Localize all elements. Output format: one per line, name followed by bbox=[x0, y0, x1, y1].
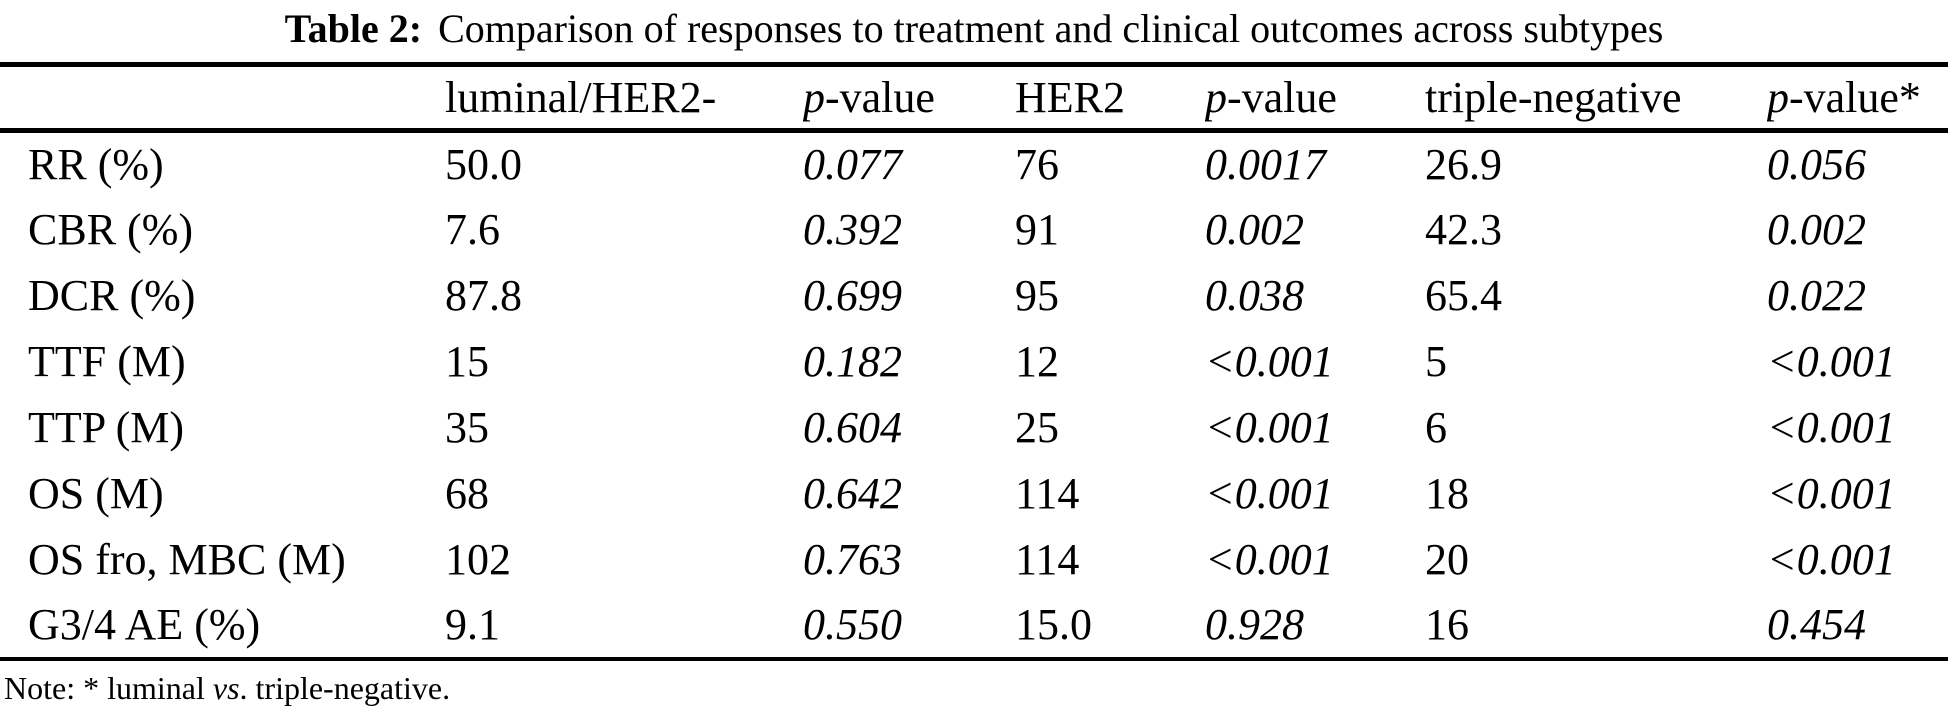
cell-p-value-2: 0.0017 bbox=[1205, 140, 1326, 190]
row-label: DCR (%) bbox=[28, 271, 196, 320]
cell-p-value-2: <0.001 bbox=[1205, 337, 1334, 386]
cell-p-value-3: <0.001 bbox=[1767, 469, 1896, 518]
footnote-suffix: . triple-negative. bbox=[239, 669, 451, 706]
cell-luminal-her2neg: 68 bbox=[445, 469, 489, 518]
cell-triple-negative: 65.4 bbox=[1425, 271, 1502, 320]
row-label: G3/4 AE (%) bbox=[28, 600, 261, 649]
table-title-text: Comparison of responses to treatment and… bbox=[438, 6, 1664, 51]
cell-p-value-2: 0.002 bbox=[1205, 205, 1304, 254]
row-label: TTF (M) bbox=[28, 337, 186, 386]
footnote-vs: vs bbox=[212, 669, 240, 706]
table-title: Table 2: Comparison of responses to treat… bbox=[0, 0, 1948, 62]
header-p-rest-3: -value* bbox=[1789, 73, 1921, 122]
cell-p-value-1: 0.763 bbox=[803, 535, 902, 584]
header-row: luminal/HER2- p-value HER2 p-value tripl… bbox=[0, 65, 1948, 131]
cell-p-value-3: <0.001 bbox=[1767, 403, 1896, 452]
header-p-rest-2: -value bbox=[1227, 73, 1337, 122]
cell-luminal-her2neg: 35 bbox=[445, 403, 489, 452]
cell-p-value-3: 0.056 bbox=[1767, 140, 1866, 190]
table-row: CBR (%) 7.6 0.392 91 0.002 42.3 0.002 bbox=[0, 197, 1948, 263]
cell-p-value-3: <0.001 bbox=[1767, 337, 1896, 386]
table-row: DCR (%) 87.8 0.699 95 0.038 65.4 0.022 bbox=[0, 263, 1948, 329]
outcomes-table: luminal/HER2- p-value HER2 p-value tripl… bbox=[0, 62, 1948, 661]
cell-luminal-her2neg: 102 bbox=[445, 535, 511, 584]
table-row: G3/4 AE (%) 9.1 0.550 15.0 0.928 16 0.45… bbox=[0, 593, 1948, 659]
cell-triple-negative: 26.9 bbox=[1425, 140, 1502, 190]
row-label: RR (%) bbox=[28, 140, 164, 190]
cell-her2: 114 bbox=[1015, 469, 1080, 518]
row-label: OS fro, MBC (M) bbox=[28, 535, 346, 584]
cell-triple-negative: 5 bbox=[1425, 337, 1447, 386]
cell-luminal-her2neg: 15 bbox=[445, 337, 489, 386]
cell-p-value-3: 0.002 bbox=[1767, 205, 1866, 254]
cell-triple-negative: 16 bbox=[1425, 600, 1469, 649]
header-luminal-her2neg: luminal/HER2- bbox=[445, 73, 717, 122]
cell-p-value-1: 0.642 bbox=[803, 469, 902, 518]
cell-p-value-2: 0.038 bbox=[1205, 271, 1304, 320]
cell-luminal-her2neg: 9.1 bbox=[445, 600, 500, 649]
cell-p-value-2: 0.928 bbox=[1205, 600, 1304, 649]
header-triple-negative: triple-negative bbox=[1425, 73, 1682, 122]
cell-her2: 91 bbox=[1015, 205, 1059, 254]
cell-her2: 12 bbox=[1015, 337, 1059, 386]
table-row: TTP (M) 35 0.604 25 <0.001 6 <0.001 bbox=[0, 395, 1948, 461]
footnote-prefix: Note: * luminal bbox=[4, 669, 213, 706]
cell-p-value-1: 0.182 bbox=[803, 337, 902, 386]
cell-p-value-1: 0.077 bbox=[803, 140, 902, 190]
cell-triple-negative: 20 bbox=[1425, 535, 1469, 584]
header-empty bbox=[0, 65, 445, 131]
row-label: OS (M) bbox=[28, 469, 164, 518]
table-row: OS (M) 68 0.642 114 <0.001 18 <0.001 bbox=[0, 461, 1948, 527]
cell-p-value-1: 0.550 bbox=[803, 600, 902, 649]
cell-p-value-2: <0.001 bbox=[1205, 403, 1334, 452]
cell-p-value-1: 0.699 bbox=[803, 271, 902, 320]
row-label: TTP (M) bbox=[28, 403, 185, 452]
cell-p-value-3: 0.454 bbox=[1767, 600, 1866, 649]
cell-her2: 25 bbox=[1015, 403, 1059, 452]
cell-p-value-1: 0.392 bbox=[803, 205, 902, 254]
header-p-italic-1: p bbox=[803, 73, 825, 122]
header-p-value-1: p-value bbox=[803, 65, 1015, 131]
cell-triple-negative: 18 bbox=[1425, 469, 1469, 518]
table-row: TTF (M) 15 0.182 12 <0.001 5 <0.001 bbox=[0, 329, 1948, 395]
table-title-number: Table 2: bbox=[284, 6, 423, 51]
cell-her2: 76 bbox=[1015, 140, 1059, 190]
cell-her2: 95 bbox=[1015, 271, 1059, 320]
table-row: OS fro, MBC (M) 102 0.763 114 <0.001 20 … bbox=[0, 527, 1948, 593]
cell-triple-negative: 6 bbox=[1425, 403, 1447, 452]
cell-luminal-her2neg: 87.8 bbox=[445, 271, 522, 320]
cell-p-value-3: <0.001 bbox=[1767, 535, 1896, 584]
header-her2: HER2 bbox=[1015, 73, 1125, 122]
header-p-value-2: p-value bbox=[1205, 65, 1425, 131]
header-p-rest-1: -value bbox=[825, 73, 935, 122]
cell-her2: 114 bbox=[1015, 535, 1080, 584]
cell-p-value-3: 0.022 bbox=[1767, 271, 1866, 320]
table-row: RR (%) 50.0 0.077 76 0.0017 26.9 0.056 bbox=[0, 131, 1948, 197]
table-footnote: Note: * luminal vs. triple-negative. bbox=[0, 661, 1948, 707]
cell-triple-negative: 42.3 bbox=[1425, 205, 1502, 254]
cell-luminal-her2neg: 50.0 bbox=[445, 140, 522, 190]
cell-luminal-her2neg: 7.6 bbox=[445, 205, 500, 254]
cell-her2: 15.0 bbox=[1015, 600, 1092, 649]
cell-p-value-2: <0.001 bbox=[1205, 469, 1334, 518]
header-p-italic-3: p bbox=[1767, 73, 1789, 122]
header-p-value-3: p-value* bbox=[1767, 65, 1948, 131]
cell-p-value-1: 0.604 bbox=[803, 403, 902, 452]
row-label: CBR (%) bbox=[28, 205, 193, 254]
cell-p-value-2: <0.001 bbox=[1205, 535, 1334, 584]
header-p-italic-2: p bbox=[1205, 73, 1227, 122]
